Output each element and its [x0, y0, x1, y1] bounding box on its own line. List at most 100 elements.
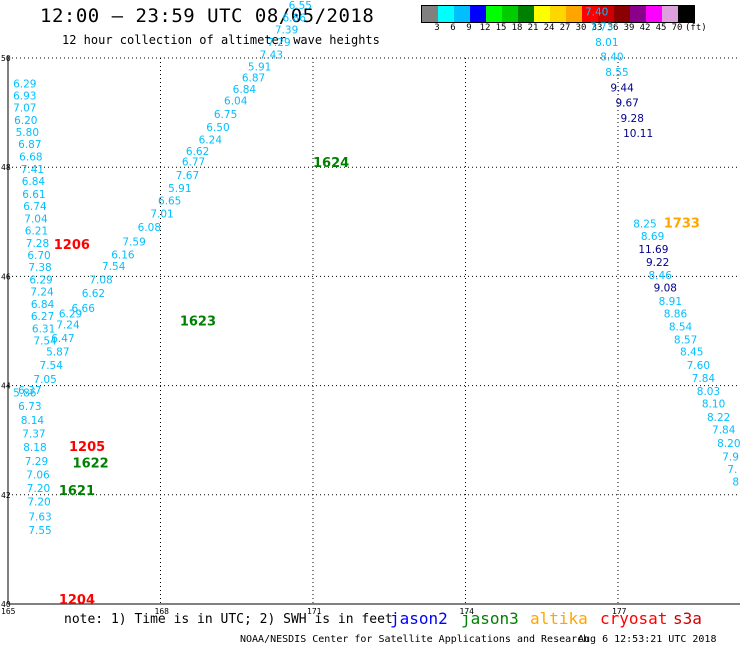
footer-credit: NOAA/NESDIS Center for Satellite Applica…	[240, 634, 590, 645]
data-point-label: 7.08	[89, 274, 112, 286]
color-swatch	[550, 6, 566, 22]
color-scale-label: 70	[671, 23, 683, 33]
color-swatch	[662, 6, 678, 22]
data-point-label: 6.37	[18, 385, 41, 397]
color-swatch	[566, 6, 582, 22]
data-point-label: 6.75	[214, 109, 237, 121]
data-point-label: 7.54	[102, 261, 126, 273]
y-tick-label: 42	[1, 491, 11, 500]
color-scale-label: 18	[511, 23, 523, 33]
data-point-label: 7.38	[28, 262, 51, 274]
data-point-label: 6.74	[23, 201, 47, 213]
color-swatch	[534, 6, 550, 22]
data-point-label: 7.40	[585, 6, 608, 18]
data-point-label: 6.50	[206, 122, 229, 134]
color-scale-label: 3	[434, 23, 440, 33]
data-point-label: 7.54	[33, 336, 57, 348]
data-point-label: 5.87	[46, 347, 69, 359]
data-point-label: 8.54	[669, 321, 693, 333]
data-point-label: 9.67	[615, 98, 638, 110]
data-point-label: 7.41	[21, 164, 44, 176]
color-scale-label: 9	[466, 23, 472, 33]
color-scale-label: 15	[495, 23, 507, 33]
data-point-label: 8	[732, 477, 739, 489]
data-point-label: 8.10	[702, 398, 725, 410]
color-swatch	[582, 6, 598, 22]
data-point-label: 8.25	[633, 218, 656, 230]
data-point-label: 7.28	[26, 238, 49, 250]
color-scale-label: 42	[639, 23, 651, 33]
data-point-label: 6.84	[22, 176, 46, 188]
data-point-label: 6.29	[59, 308, 82, 320]
legend-altika: altika	[530, 609, 588, 628]
data-point-label: 6.61	[22, 189, 45, 201]
units-note: note: 1) Time is in UTC; 2) SWH is in fe…	[64, 612, 393, 627]
data-point-label: 6.77	[182, 157, 205, 169]
data-point-label: 6.65	[158, 195, 181, 207]
data-point-label: 6.68	[19, 152, 42, 164]
color-scale-label: (ft)	[685, 23, 707, 33]
data-point-label: 8.01	[595, 37, 618, 49]
data-point-label: 7.63	[28, 511, 51, 523]
data-point-label: 9.22	[646, 257, 669, 269]
data-point-label: 7.07	[13, 103, 36, 115]
data-point-label: 9.28	[621, 113, 644, 125]
data-point-label: 8.91	[659, 296, 682, 308]
color-scale-label: 39	[623, 23, 635, 33]
color-swatch	[422, 6, 438, 22]
data-point-label: 6.21	[25, 225, 48, 237]
legend-s3a: s3a	[673, 609, 702, 628]
data-point-label: 8.57	[674, 335, 697, 347]
data-point-label: 7.24	[30, 287, 54, 299]
color-scale-label: 30	[575, 23, 587, 33]
data-point-label: 7.73	[590, 22, 613, 34]
data-point-label: 6.16	[111, 249, 135, 261]
data-point-label: 7.20	[27, 483, 50, 495]
legend-jason2: jason2	[390, 609, 448, 628]
data-point-label: 6.93	[13, 90, 36, 102]
data-point-label: 7.43	[260, 50, 283, 62]
data-point-label: 8.14	[21, 415, 45, 427]
color-swatch	[438, 6, 454, 22]
data-point-label: 8.45	[680, 347, 703, 359]
data-point-label: 8.22	[707, 412, 730, 424]
data-point-label: 7.9	[722, 451, 739, 463]
data-point-label: 6.87	[242, 72, 265, 84]
data-point-label: 6.31	[32, 324, 55, 336]
data-point-label: 9.08	[654, 283, 677, 295]
data-point-label: 6.47	[51, 333, 74, 345]
x-tick-label: 171	[307, 607, 322, 616]
data-point-label: 8.20	[717, 438, 740, 450]
data-point-label: 7.24	[56, 319, 80, 331]
color-scale-label: 21	[527, 23, 539, 33]
data-point-label: 6.24	[199, 135, 223, 147]
data-point-label: 6.55	[289, 0, 312, 12]
chart-title: 12:00 – 23:59 UTC 08/05/2018	[40, 5, 375, 27]
data-point-label: 8.55	[605, 67, 628, 79]
pass-time-label: 1621	[59, 484, 95, 499]
x-tick-label: 174	[460, 607, 475, 616]
data-point-label: 8.40	[600, 52, 623, 64]
data-point-label: 5.80	[16, 127, 39, 139]
x-tick-label: 165	[1, 607, 16, 616]
data-point-label: 7.01	[150, 208, 173, 220]
data-point-label: 6.62	[82, 288, 105, 300]
data-point-label: 7.55	[28, 525, 51, 537]
data-point-label: 8.03	[697, 386, 720, 398]
data-point-label: 7.37	[22, 428, 45, 440]
color-swatch	[486, 6, 502, 22]
footer-timestamp: Aug 6 12:53:21 UTC 2018	[578, 634, 717, 645]
color-swatch	[502, 6, 518, 22]
pass-time-label: 1624	[313, 156, 349, 171]
data-point-label: 7.67	[176, 170, 199, 182]
x-tick-label: 177	[612, 607, 627, 616]
data-point-label: 7.59	[122, 236, 145, 248]
data-point-label: 7.84	[712, 425, 736, 437]
y-tick-label: 40	[1, 600, 11, 609]
data-point-label: 5.86	[13, 388, 37, 400]
data-point-label: 6.29	[13, 78, 36, 90]
data-point-label: 8.18	[23, 442, 46, 454]
chart-subtitle: 12 hour collection of altimeter wave hei…	[62, 33, 380, 47]
y-tick-label: 46	[1, 272, 11, 281]
